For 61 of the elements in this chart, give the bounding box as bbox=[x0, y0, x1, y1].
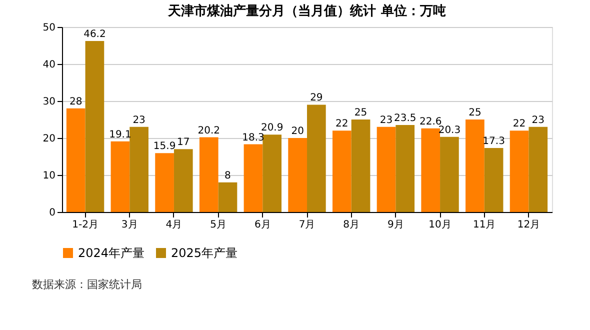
y-tick-label: 0 bbox=[49, 208, 56, 218]
data-label: 15.9 bbox=[153, 141, 176, 152]
y-tick-label: 50 bbox=[42, 22, 56, 34]
data-label: 8 bbox=[224, 170, 231, 182]
x-tick-label: 8月 bbox=[343, 220, 360, 230]
bar bbox=[510, 130, 529, 212]
bar bbox=[351, 120, 370, 212]
chart-title: 天津市煤油产量分月（当月值）统计 单位：万吨 bbox=[167, 3, 446, 19]
y-tick-label: 30 bbox=[42, 96, 56, 108]
data-label: 23 bbox=[532, 114, 545, 126]
data-label: 20.9 bbox=[260, 122, 284, 134]
bar bbox=[110, 141, 130, 212]
bar bbox=[466, 120, 484, 212]
data-label: 25 bbox=[468, 108, 482, 118]
data-label: 20 bbox=[291, 126, 304, 137]
data-label: 46.2 bbox=[84, 29, 106, 40]
x-tick-label: 3月 bbox=[121, 220, 138, 230]
x-tick-label: 4月 bbox=[166, 220, 182, 230]
bar bbox=[376, 126, 396, 212]
x-tick-label: 12月 bbox=[517, 220, 540, 230]
x-tick-label: 6月 bbox=[254, 220, 271, 230]
bar bbox=[66, 108, 86, 212]
x-tick-label: 11月 bbox=[473, 220, 496, 230]
x-tick-label: 7月 bbox=[298, 220, 316, 230]
data-label: 23.5 bbox=[394, 113, 416, 124]
bar bbox=[262, 134, 282, 212]
legend-label: 2025年产量 bbox=[171, 246, 238, 260]
bar bbox=[440, 136, 459, 212]
bar bbox=[332, 130, 352, 212]
data-label: 22 bbox=[336, 118, 348, 130]
y-tick-label: 20 bbox=[42, 134, 56, 144]
data-label: 29 bbox=[310, 92, 323, 104]
data-label: 17 bbox=[177, 137, 190, 148]
bar bbox=[421, 128, 440, 212]
data-label: 22 bbox=[512, 118, 526, 130]
bar bbox=[199, 137, 218, 212]
bar bbox=[288, 138, 307, 212]
x-tick-label: 9月 bbox=[388, 220, 404, 230]
y-tick-label: 40 bbox=[42, 60, 56, 70]
legend-label: 2024年产量 bbox=[78, 246, 145, 260]
bar bbox=[528, 126, 548, 212]
bar bbox=[218, 182, 238, 212]
data-label: 20.2 bbox=[198, 125, 220, 136]
x-tick-label: 5月 bbox=[210, 220, 226, 230]
bar bbox=[85, 41, 104, 212]
data-label: 22.6 bbox=[419, 116, 442, 128]
bar bbox=[484, 148, 504, 212]
source-note: 数据来源：国家统计局 bbox=[32, 278, 142, 291]
x-tick-label: 10月 bbox=[428, 220, 452, 230]
bar bbox=[174, 149, 193, 212]
bar bbox=[307, 104, 326, 212]
x-tick-label: 1-2月 bbox=[72, 220, 98, 230]
bar bbox=[396, 125, 415, 212]
bar bbox=[130, 126, 148, 212]
y-tick-label: 10 bbox=[42, 170, 56, 182]
data-label: 28 bbox=[69, 96, 82, 108]
data-label: 25 bbox=[354, 108, 368, 118]
data-label: 23 bbox=[380, 114, 393, 126]
bar bbox=[244, 144, 263, 212]
bar bbox=[155, 153, 174, 212]
data-label: 23 bbox=[132, 114, 146, 126]
